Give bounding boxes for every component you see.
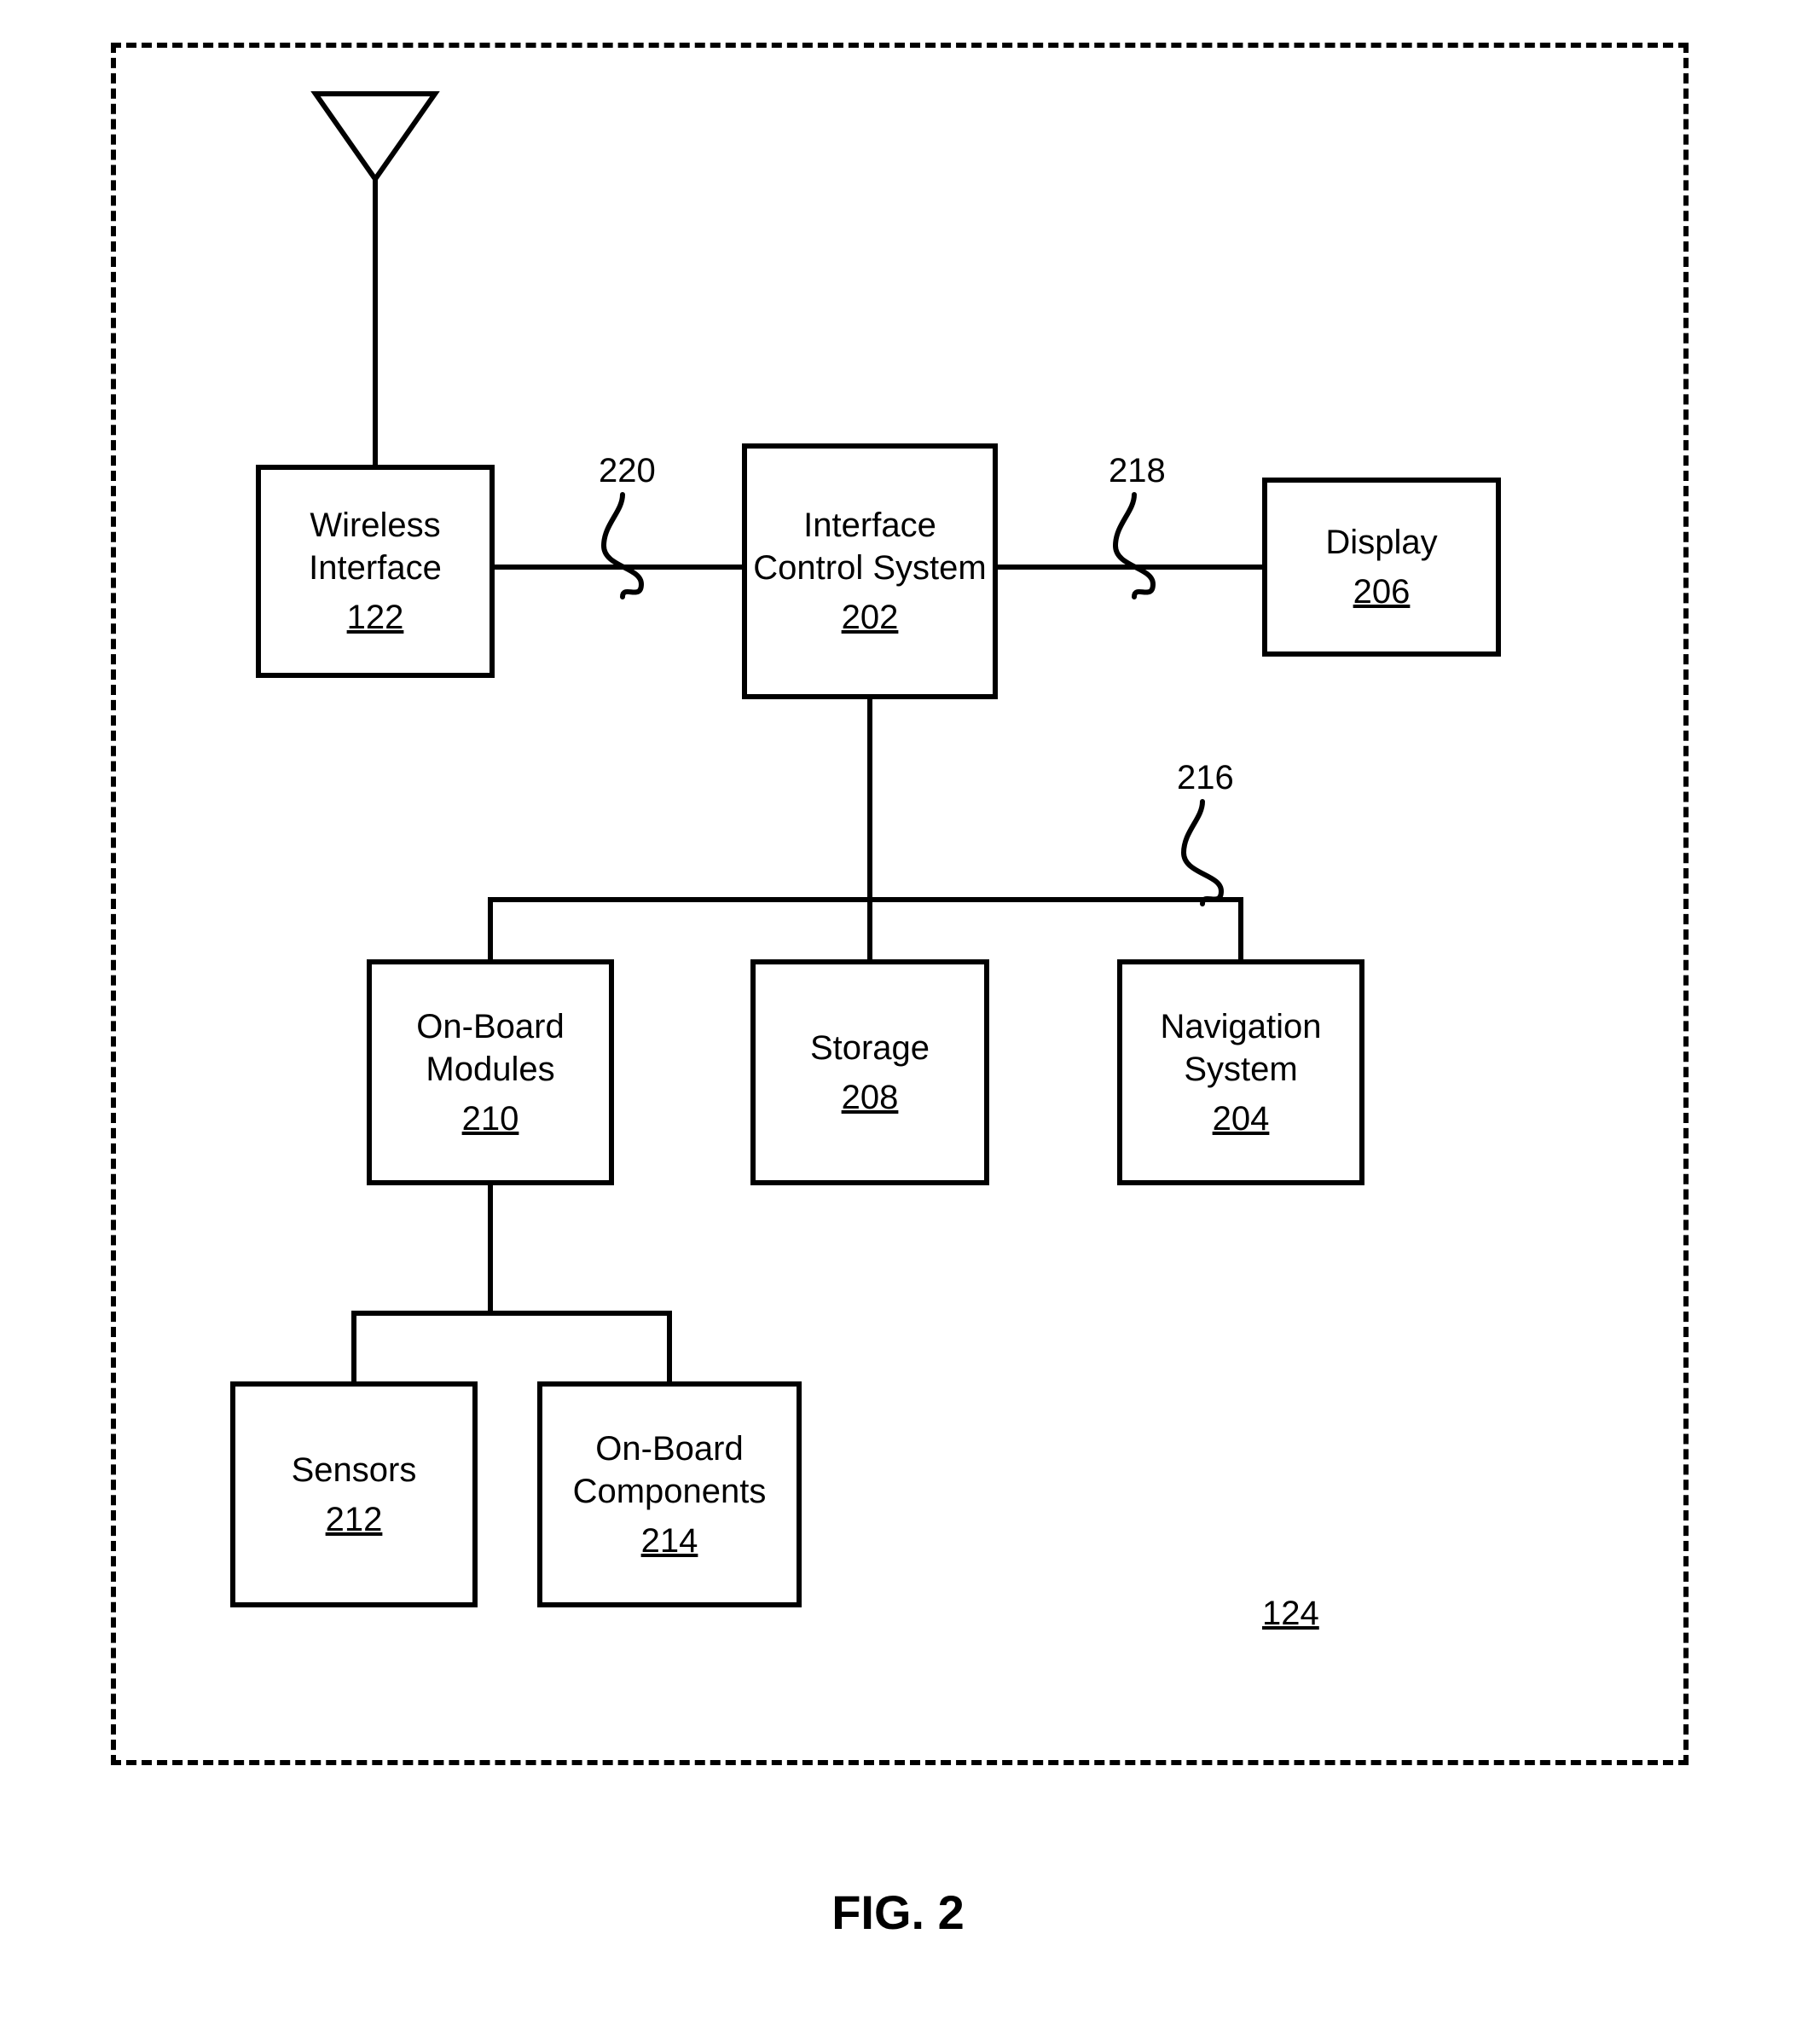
node-display: Display 206 [1262, 478, 1501, 657]
node-ref: 210 [462, 1097, 519, 1140]
edge-label-216: 216 [1177, 759, 1234, 797]
node-label: Interface Control System [747, 504, 993, 589]
node-label: Storage [810, 1027, 930, 1069]
node-ref: 214 [641, 1520, 698, 1562]
node-navigation: Navigation System 204 [1117, 959, 1364, 1185]
figure-caption: FIG. 2 [0, 1885, 1796, 1940]
node-onboard-modules: On-Board Modules 210 [367, 959, 614, 1185]
node-interface-control: Interface Control System 202 [742, 443, 998, 699]
node-label: On-Board Components [542, 1427, 797, 1513]
node-sensors: Sensors 212 [230, 1381, 478, 1607]
edge-label-220: 220 [599, 452, 656, 490]
node-ref: 208 [842, 1076, 899, 1119]
edge-label-218: 218 [1109, 452, 1166, 490]
node-label: Display [1325, 521, 1437, 564]
node-storage: Storage 208 [750, 959, 989, 1185]
node-label: On-Board Modules [372, 1005, 609, 1091]
node-onboard-components: On-Board Components 214 [537, 1381, 802, 1607]
node-label: Wireless Interface [261, 504, 490, 589]
node-label: Navigation System [1122, 1005, 1359, 1091]
node-ref: 122 [347, 596, 404, 639]
node-label: Sensors [292, 1449, 417, 1491]
node-ref: 212 [326, 1498, 383, 1541]
node-wireless-interface: Wireless Interface 122 [256, 465, 495, 678]
node-ref: 204 [1213, 1097, 1270, 1140]
node-ref: 206 [1353, 570, 1411, 613]
node-ref: 202 [842, 596, 899, 639]
outer-frame-ref: 124 [1262, 1595, 1319, 1633]
